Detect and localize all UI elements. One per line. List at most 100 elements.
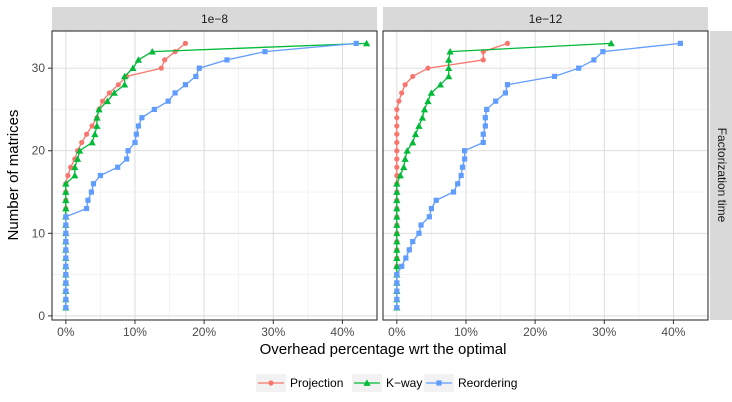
legend-key-marker	[436, 380, 442, 386]
data-point	[71, 171, 79, 179]
legend-label: K−way	[386, 376, 422, 390]
data-point	[103, 97, 111, 105]
data-point	[63, 222, 69, 228]
minor-grid	[52, 31, 377, 320]
x-tick-label: 20%	[192, 325, 216, 339]
x-tick-label: 40%	[330, 325, 354, 339]
legend-item-Reordering: Reordering	[424, 374, 517, 392]
y-axis-title: Number of matrices	[5, 110, 22, 241]
data-point	[63, 247, 69, 253]
data-point	[393, 237, 401, 245]
data-point	[110, 89, 118, 96]
data-point	[172, 49, 178, 55]
data-point	[97, 172, 104, 179]
x-axis-title: Overhead percentage wrt the optimal	[260, 341, 507, 358]
data-point	[63, 280, 69, 286]
data-point	[420, 105, 429, 113]
data-point	[106, 90, 112, 96]
data-point	[480, 139, 486, 146]
data-point	[63, 288, 69, 294]
data-point	[394, 148, 400, 154]
data-point	[196, 65, 202, 71]
data-point	[459, 164, 466, 170]
data-point	[493, 98, 499, 104]
facet-strip-background	[383, 7, 708, 31]
data-point	[445, 72, 453, 80]
data-point	[363, 39, 371, 47]
data-point	[125, 148, 131, 154]
data-point	[458, 172, 464, 179]
data-point	[63, 214, 69, 220]
x-tick-label: 30%	[592, 325, 616, 339]
data-point	[224, 57, 230, 63]
legend-item-Projection: Projection	[256, 374, 343, 392]
data-point	[446, 48, 454, 55]
data-point	[399, 90, 405, 96]
data-point	[71, 163, 79, 171]
data-point	[63, 238, 69, 245]
data-point	[436, 81, 444, 88]
data-point	[399, 263, 405, 269]
legend-key-marker	[363, 379, 371, 386]
data-point	[416, 230, 422, 236]
legend: Projection K−way Reordering	[256, 374, 517, 392]
data-point	[425, 65, 431, 71]
data-point	[139, 115, 145, 121]
data-point	[482, 123, 488, 129]
data-point	[409, 138, 417, 146]
data-point	[129, 64, 137, 72]
legend-item-K−way: K−way	[352, 374, 422, 392]
data-point	[148, 48, 156, 55]
data-point	[403, 147, 411, 154]
data-point	[89, 123, 95, 129]
data-point	[393, 246, 401, 253]
data-point	[262, 49, 268, 55]
data-point	[63, 255, 69, 261]
data-point	[418, 222, 424, 228]
data-point	[76, 147, 84, 154]
data-point	[393, 221, 401, 228]
data-point	[63, 305, 69, 311]
data-point	[427, 89, 436, 96]
minor-grid	[383, 31, 708, 320]
data-point	[393, 229, 401, 237]
data-point	[401, 155, 409, 162]
data-point	[461, 148, 468, 154]
data-point	[62, 188, 70, 195]
data-point	[502, 90, 508, 96]
data-point	[396, 171, 404, 179]
facet-strip-label: 1e−8	[201, 12, 228, 26]
data-point	[172, 90, 178, 96]
data-point	[88, 189, 95, 195]
panel-background	[383, 31, 708, 320]
data-point	[424, 97, 432, 105]
data-point	[394, 115, 400, 121]
right-strip-background	[710, 31, 732, 320]
data-point	[91, 130, 99, 138]
data-point	[193, 73, 199, 80]
data-point	[484, 106, 490, 113]
panel-border	[51, 30, 378, 321]
data-point	[115, 164, 121, 170]
data-point	[65, 172, 71, 179]
facet-strip-background	[52, 7, 377, 31]
data-point	[393, 188, 401, 195]
data-point	[85, 197, 91, 203]
x-tick-label: 0%	[57, 325, 75, 339]
data-point	[165, 98, 171, 104]
data-point	[482, 115, 488, 121]
data-point	[124, 156, 130, 162]
data-point	[396, 98, 402, 104]
data-point	[121, 72, 129, 80]
panel-border	[382, 30, 709, 321]
data-point	[418, 114, 427, 121]
data-point	[461, 156, 468, 162]
data-point	[504, 40, 511, 46]
x-tick-label: 0%	[388, 325, 406, 339]
facet-panel-2: 1e−12 0% 10% 20% 30% 40%	[382, 7, 709, 339]
data-point	[426, 214, 432, 220]
data-point	[162, 57, 168, 63]
x-tick-label: 10%	[454, 325, 478, 339]
data-point	[121, 81, 129, 88]
